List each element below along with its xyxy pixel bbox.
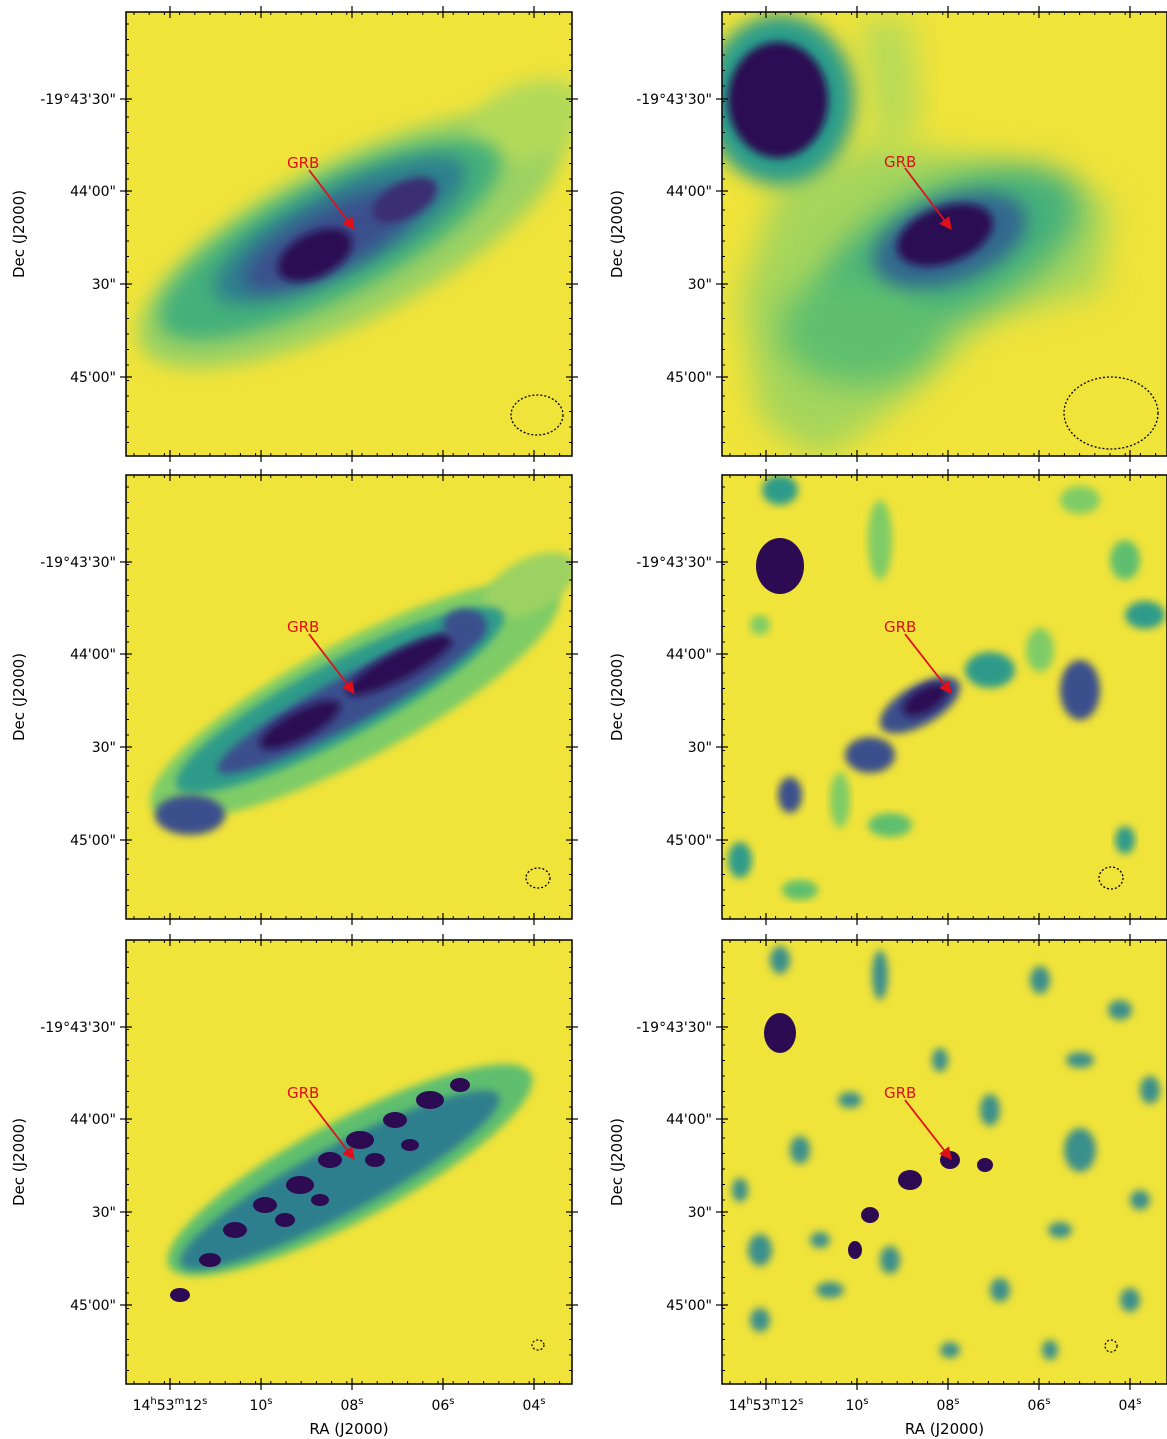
- y-axis-label: Dec (J2000): [10, 1118, 28, 1206]
- emission-map: [732, 946, 1160, 1360]
- emission-map: [150, 552, 572, 835]
- x-tick-label: 10s: [249, 1396, 272, 1414]
- y-axis-label: Dec (J2000): [10, 190, 28, 278]
- top-left-panel-axes: -19°43'30" 44'00" 30" 45'00" Dec (J2000): [10, 6, 578, 462]
- grb-annotation: GRB: [287, 618, 355, 695]
- y-tick-label: 44'00": [666, 647, 712, 663]
- y-tick-label: 30": [92, 277, 116, 293]
- y-tick-label: 44'00": [666, 184, 712, 200]
- axes-layer: -19°43'30"44'00"30"45'00"Dec (J2000)-19°…: [10, 6, 1167, 1438]
- x-tick-label: 06s: [431, 1396, 454, 1414]
- top-right-panel-axes: -19°43'30" 44'00" 30" 45'00" Dec (J2000): [608, 6, 1167, 462]
- y-tick-label: 30": [92, 740, 116, 756]
- x-axis-label: RA (J2000): [309, 1420, 388, 1438]
- y-tick-label: 45'00": [666, 833, 712, 849]
- grb-label: GRB: [287, 154, 319, 172]
- y-tick-label: 45'00": [70, 370, 116, 386]
- panel-frame: [721, 939, 1167, 1385]
- middle-right-panel: GRB: [722, 475, 1167, 919]
- x-tick-label: 14h53m12s: [729, 1396, 804, 1414]
- bottom-right-panel-axes: -19°43'30" 44'00" 30" 45'00" Dec (J2000) 14h5…: [608, 934, 1167, 1438]
- grb-annotation: GRB: [884, 153, 952, 231]
- middle-left-panel: GRB: [126, 475, 572, 919]
- panel-frame: [721, 474, 1167, 920]
- y-tick-label: 44'00": [70, 184, 116, 200]
- panel-frame: [125, 11, 573, 457]
- y-tick-label: 30": [688, 740, 712, 756]
- x-axis-label: RA (J2000): [905, 1420, 984, 1438]
- x-tick-label: 14h53m12s: [133, 1396, 208, 1414]
- beam-ellipse: [525, 867, 551, 889]
- x-tick-label: 04s: [1118, 1396, 1141, 1414]
- bottom-left-panel: GRB: [126, 940, 572, 1384]
- bottom-right-panel: GRB: [722, 940, 1167, 1384]
- y-axis-label: Dec (J2000): [608, 653, 626, 741]
- y-tick-label: 30": [688, 277, 712, 293]
- x-tick-label: 06s: [1027, 1396, 1050, 1414]
- y-tick-label: 44'00": [70, 1112, 116, 1128]
- grb-label: GRB: [884, 153, 916, 171]
- y-axis-label: Dec (J2000): [608, 190, 626, 278]
- top-right-panel: GRB: [722, 12, 1167, 456]
- grb-annotation: GRB: [884, 618, 952, 694]
- emission-map: [728, 475, 1165, 900]
- grb-annotation: GRB: [287, 154, 355, 231]
- grb-label: GRB: [884, 618, 916, 636]
- y-tick-label: 45'00": [666, 370, 712, 386]
- emission-map: [722, 15, 1110, 456]
- emission-map: [137, 78, 572, 369]
- emission-map: [167, 1064, 533, 1302]
- y-axis-label: Dec (J2000): [10, 653, 28, 741]
- grb-annotation: GRB: [287, 1084, 355, 1161]
- y-tick-label: -19°43'30": [636, 1020, 712, 1036]
- x-tick-label: 04s: [522, 1396, 545, 1414]
- y-axis-label: Dec (J2000): [608, 1118, 626, 1206]
- panel-frame: [125, 474, 573, 920]
- beam-ellipse: [531, 1339, 545, 1351]
- top-left-panel: GRB: [126, 12, 572, 456]
- beam-ellipse: [1098, 866, 1124, 890]
- panel-frame: [721, 11, 1167, 457]
- y-tick-label: 30": [92, 1205, 116, 1221]
- middle-left-panel-axes: -19°43'30" 44'00" 30" 45'00" Dec (J2000): [10, 469, 578, 925]
- grb-label: GRB: [884, 1084, 916, 1102]
- panel-frame: [125, 939, 573, 1385]
- grb-annotation: GRB: [884, 1084, 952, 1160]
- bottom-left-panel-axes: -19°43'30" 44'00" 30" 45'00" Dec (J2000) 14h5…: [10, 934, 578, 1438]
- beam-ellipse: [510, 394, 564, 436]
- x-tick-label: 08s: [340, 1396, 363, 1414]
- x-tick-label: 08s: [936, 1396, 959, 1414]
- y-tick-label: 45'00": [70, 833, 116, 849]
- y-tick-label: -19°43'30": [40, 555, 116, 571]
- y-tick-label: -19°43'30": [40, 1020, 116, 1036]
- y-tick-label: 30": [688, 1205, 712, 1221]
- y-tick-label: -19°43'30": [636, 92, 712, 108]
- y-tick-label: 44'00": [666, 1112, 712, 1128]
- grb-label: GRB: [287, 1084, 319, 1102]
- x-tick-label: 10s: [845, 1396, 868, 1414]
- beam-ellipse: [1104, 1339, 1118, 1353]
- middle-right-panel-axes: -19°43'30" 44'00" 30" 45'00" Dec (J2000): [608, 469, 1167, 925]
- beam-ellipse: [1063, 376, 1159, 450]
- y-tick-label: 44'00": [70, 647, 116, 663]
- y-tick-label: -19°43'30": [40, 92, 116, 108]
- grb-label: GRB: [287, 618, 319, 636]
- y-tick-label: -19°43'30": [636, 555, 712, 571]
- y-tick-label: 45'00": [666, 1298, 712, 1314]
- y-tick-label: 45'00": [70, 1298, 116, 1314]
